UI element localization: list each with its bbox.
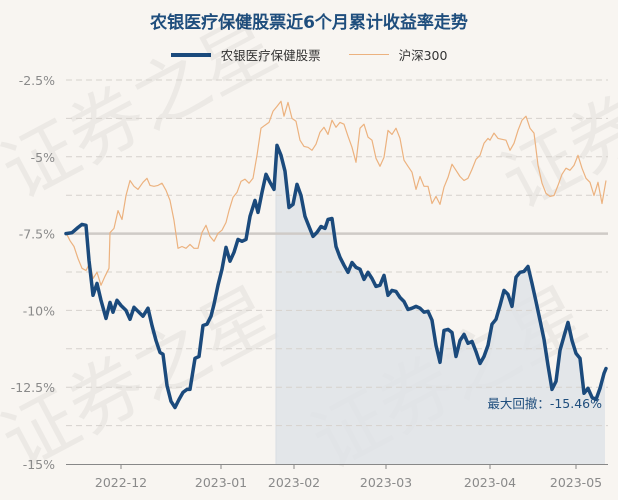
x-axis: 2022-12 2023-01 2023-02 2023-03 2023-04 2023-… <box>66 464 608 490</box>
legend-swatch-index-icon <box>348 53 389 56</box>
y-axis: -2.5% -5% -7.5% -10% -12.5% -15% <box>11 73 55 472</box>
legend-swatch-fund-icon <box>170 52 211 57</box>
x-tick-label: 2023-02 <box>268 475 320 490</box>
y-tick-label: -10% <box>23 303 55 318</box>
x-tick-label: 2022-12 <box>95 475 147 490</box>
x-tick-label: 2023-01 <box>195 475 247 490</box>
legend-label-index: 沪深300 <box>398 48 448 63</box>
legend-item-index[interactable]: 沪深300 <box>348 45 448 64</box>
chart-legend: 农银医疗保健股票 沪深300 <box>0 45 618 64</box>
y-tick-label: -15% <box>23 457 55 472</box>
series-line-index <box>65 100 607 286</box>
watermark-text: 证券之星 <box>0 1 290 216</box>
series-line-fund <box>64 143 608 410</box>
drawdown-region <box>275 144 605 464</box>
y-tick-label: -7.5% <box>19 227 55 242</box>
legend-label-fund: 农银医疗保健股票 <box>220 48 321 63</box>
chart-title: 农银医疗保健股票近6个月累计收益率走势 <box>150 13 468 33</box>
y-tick-label: -5% <box>31 150 55 165</box>
x-tick-label: 2023-04 <box>464 475 516 490</box>
drawdown-fill <box>276 145 605 464</box>
x-tick-label: 2023-03 <box>360 475 412 490</box>
x-tick-label: 2023-05 <box>550 475 602 490</box>
max-drawdown-annotation: 最大回撤：-15.46% <box>487 396 602 411</box>
y-tick-label: -2.5% <box>19 73 55 88</box>
legend-item-fund[interactable]: 农银医疗保健股票 <box>170 45 321 64</box>
gridlines <box>66 79 608 427</box>
y-tick-label: -12.5% <box>11 380 55 395</box>
series-lines <box>64 100 608 410</box>
